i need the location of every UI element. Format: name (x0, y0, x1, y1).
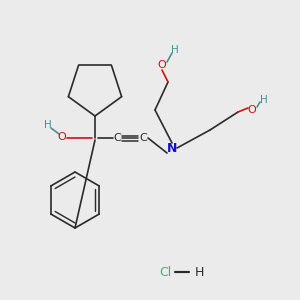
Text: O: O (248, 105, 256, 115)
Text: H: H (171, 45, 179, 55)
Text: H: H (260, 95, 268, 105)
Text: N: N (167, 142, 177, 154)
Text: H: H (194, 266, 204, 278)
Text: H: H (44, 120, 52, 130)
Text: O: O (58, 132, 66, 142)
Text: C: C (139, 133, 147, 143)
Text: O: O (158, 60, 166, 70)
Text: Cl: Cl (159, 266, 171, 278)
Text: C: C (113, 133, 121, 143)
